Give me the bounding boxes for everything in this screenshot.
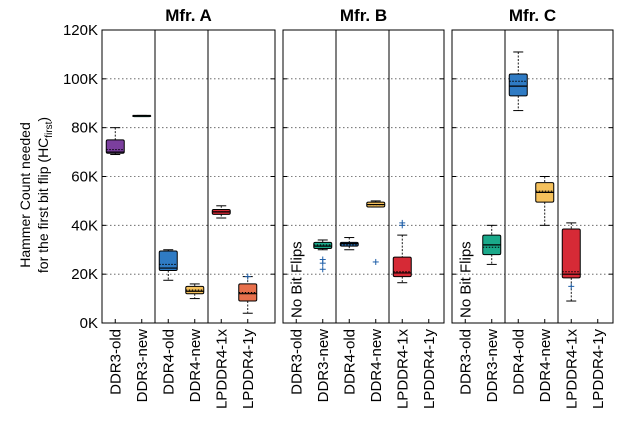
x-tick-label: DDR3-new	[484, 329, 501, 403]
box-iqr	[339, 241, 359, 247]
y-axis-label: Hammer Count needed for the first bit fl…	[17, 117, 55, 273]
x-tick-label: DDR3-new	[134, 329, 151, 403]
outlier-marker	[568, 283, 575, 290]
y-tick-label: 120K	[63, 22, 98, 39]
x-tick-label: DDR3-new	[315, 329, 332, 403]
box-lpddr4-1y	[238, 273, 258, 314]
box-ddr4-old	[508, 51, 528, 112]
x-tick-label: DDR3-old	[457, 329, 474, 395]
y-axis-label-line2: for the first bit flip (HCfirst)	[35, 117, 55, 273]
box-iqr	[508, 73, 528, 97]
outlier-marker	[244, 273, 251, 280]
box-ddr4-old	[339, 237, 359, 251]
y-tick-label: 20K	[71, 266, 98, 283]
y-axis-label-line2-subscript: first	[44, 121, 55, 137]
panel-frame	[451, 29, 614, 324]
panel-mfr-a: Mfr. A DDR3-old DDR3-new DDR4-old DDR4-new LP…	[101, 6, 276, 410]
box-iqr	[392, 256, 412, 278]
box-ddr3-new	[132, 114, 152, 118]
x-tick-label: LPDDR4-1y	[421, 329, 438, 410]
x-tick-label: LPDDR4-1y	[590, 329, 607, 410]
x-tick-label: DDR3-old	[288, 329, 305, 395]
x-tick-label: LPDDR4-1y	[240, 329, 257, 410]
y-axis-label-line1: Hammer Count needed	[17, 122, 33, 268]
no-bit-flips-label: No Bit Flips	[457, 241, 474, 318]
box-lpddr4-1x	[211, 205, 231, 219]
outlier-marker	[319, 266, 326, 273]
y-tick-label: 100K	[63, 71, 98, 88]
y-axis-label-line2-main: for the first bit flip (HC	[35, 138, 51, 273]
box-lpddr4-1x	[392, 219, 412, 284]
y-tick-label: 60K	[71, 169, 98, 186]
panel-title: Mfr. A	[165, 6, 212, 25]
y-axis-label-line2-suffix: )	[35, 117, 51, 122]
box-ddr3-old	[105, 127, 125, 156]
panel-frame	[282, 29, 445, 324]
x-tick-label: LPDDR4-1x	[213, 329, 230, 410]
panel-title: Mfr. B	[340, 6, 387, 25]
box-iqr	[561, 228, 581, 279]
y-tick-label: 40K	[71, 217, 98, 234]
box-ddr4-new	[185, 283, 205, 300]
x-tick-label: DDR4-new	[187, 329, 204, 403]
no-bit-flips-label: No Bit Flips	[288, 241, 305, 318]
box-lpddr4-1x	[561, 222, 581, 302]
box-ddr4-new	[535, 176, 555, 226]
box-ddr3-new	[482, 224, 502, 265]
outlier-marker	[319, 256, 326, 263]
x-tick-label: DDR4-old	[160, 329, 177, 395]
x-tick-label: DDR4-new	[537, 329, 554, 403]
panel-mfr-c: Mfr. C No Bit Flips DDR3-old DDR3-new DDR4-o…	[451, 6, 614, 410]
outlier-marker	[399, 219, 406, 226]
x-tick-label: DDR4-old	[510, 329, 527, 395]
box-ddr4-old	[158, 249, 178, 281]
box-iqr	[158, 250, 178, 272]
panels: Mfr. A DDR3-old DDR3-new DDR4-old DDR4-new LP…	[101, 6, 614, 410]
box-ddr3-new	[313, 239, 333, 273]
panel-mfr-b: Mfr. B No Bit Flips DDR3-old DDR3-new DDR4-o…	[282, 6, 445, 410]
panel-title: Mfr. C	[509, 6, 556, 25]
y-axis-ticks: 0K 20K 40K 60K 80K 100K 120K	[63, 22, 98, 332]
x-tick-label: DDR4-old	[341, 329, 358, 395]
x-tick-label: LPDDR4-1x	[563, 329, 580, 410]
panel-frame	[101, 29, 276, 324]
box-ddr4-new	[366, 200, 386, 265]
x-tick-label: LPDDR4-1x	[394, 329, 411, 410]
y-tick-label: 0K	[80, 315, 98, 332]
x-tick-label: DDR4-new	[368, 329, 385, 403]
box-iqr	[313, 241, 333, 250]
outlier-marker	[372, 258, 379, 265]
box-iqr	[105, 139, 125, 154]
y-tick-label: 80K	[71, 120, 98, 137]
x-tick-label: DDR3-old	[107, 329, 124, 395]
